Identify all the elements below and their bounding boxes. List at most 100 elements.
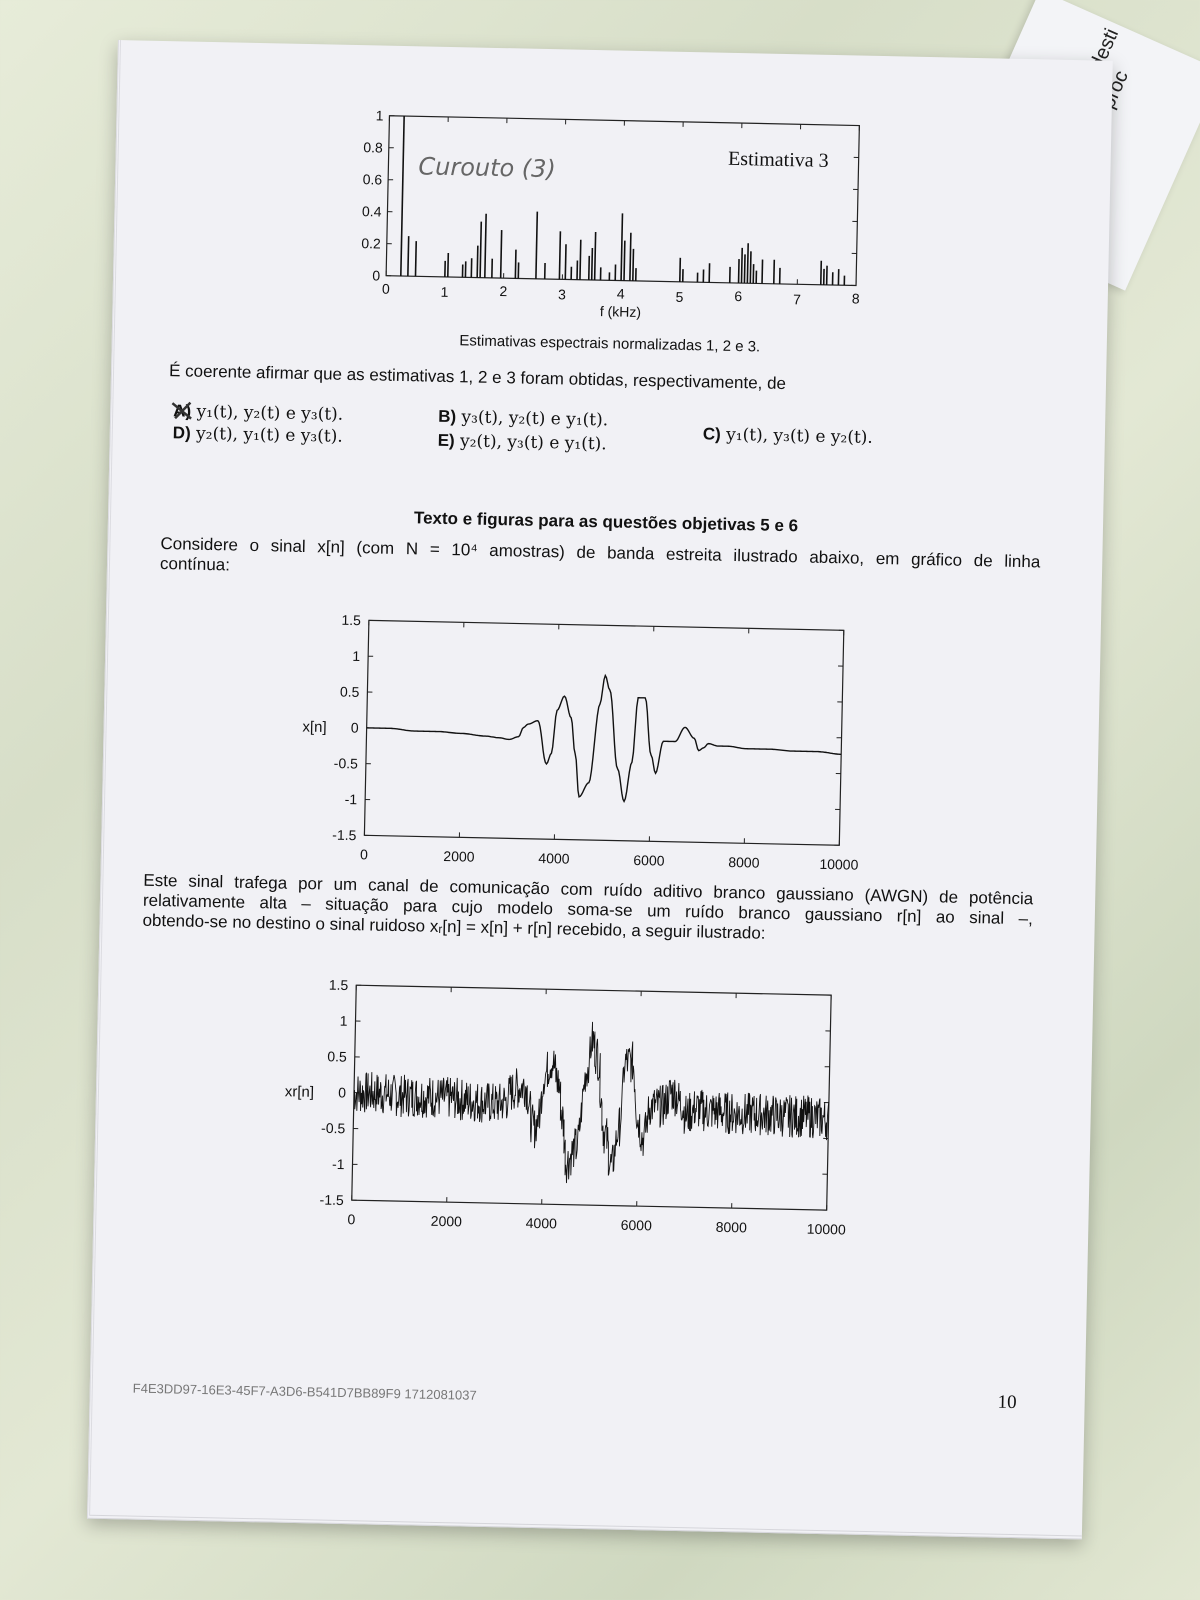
option-e[interactable]: E) y₂(t), y₃(t) e y₁(t). bbox=[437, 431, 606, 455]
exam-page: 0 0.2 0.4 0.6 0.8 1 0 1 2 3 4 5 6 7 8 Estimativa 3 Curou… bbox=[87, 40, 1113, 1540]
paragraph-1-line-2: contínua: bbox=[159, 553, 231, 575]
spectrum-bar bbox=[499, 230, 503, 279]
signal-y-tick-label: 1.5 bbox=[341, 612, 361, 628]
spectrum-bar bbox=[743, 254, 746, 284]
spectrum-bar bbox=[629, 232, 632, 281]
signal-chart: 1.5 1 0.5 0 -0.5 -1 -1.5 0 2000 4000 6000 8000 10000… bbox=[294, 604, 860, 886]
spectrum-bar bbox=[772, 259, 776, 284]
spectrum-x-tick-label: 0 bbox=[382, 281, 390, 297]
option-c[interactable]: C) y₁(t), y₃(t) e y₂(t). bbox=[703, 424, 873, 448]
spectrum-bar bbox=[737, 259, 740, 284]
spectrum-bar bbox=[446, 252, 450, 277]
spectrum-x-tick-label: 4 bbox=[617, 286, 625, 302]
spectral-caption: Estimativas espectrais normalizadas 1, 2… bbox=[459, 332, 761, 356]
noisy-signal-y-tick-label: -1 bbox=[332, 1156, 345, 1172]
noisy-signal-x-tick-label: 8000 bbox=[716, 1219, 748, 1236]
spectrum-bar bbox=[514, 249, 517, 279]
noisy-signal-x-tick-label: 6000 bbox=[621, 1217, 653, 1234]
spectrum-bar bbox=[484, 213, 487, 278]
spectrum-chart-svg: 0 0.2 0.4 0.6 0.8 1 0 1 2 3 4 5 6 7 8 Estimativa 3 Curou… bbox=[361, 107, 860, 320]
spectrum-x-tick-label: 8 bbox=[852, 290, 860, 306]
spectrum-bar bbox=[623, 240, 626, 281]
noisy-signal-series-line bbox=[353, 1021, 830, 1184]
spectrum-bar bbox=[761, 259, 764, 284]
question-stem: É coerente afirmar que as estimativas 1,… bbox=[168, 361, 787, 394]
spectrum-bar bbox=[587, 255, 591, 280]
spectrum-bar bbox=[593, 232, 597, 281]
option-b-letter: B) bbox=[437, 406, 457, 427]
option-e-letter: E) bbox=[437, 430, 455, 451]
option-b[interactable]: B) y₃(t), y₂(t) e y₁(t). bbox=[438, 407, 608, 431]
noisy-signal-chart-svg: 1.510.50-0.5-1-1.50 2000 4000 6000 8000 10000… bbox=[285, 977, 846, 1238]
spectrum-bar bbox=[620, 213, 624, 281]
spectrum-bar bbox=[679, 257, 682, 282]
option-c-text: y₁(t), y₃(t) e y₂(t). bbox=[726, 424, 874, 448]
footer-code: F4E3DD97-16E3-45F7-A3D6-B541D7BB89F9 171… bbox=[132, 1380, 477, 1403]
spectrum-bar bbox=[632, 248, 635, 281]
signal-x-tick-label: 6000 bbox=[633, 852, 665, 869]
option-b-text: y₃(t), y₂(t) e y₁(t). bbox=[461, 407, 609, 431]
spectrum-x-tick-label: 5 bbox=[675, 289, 683, 305]
signal-chart-svg: 1.510.50-0.5-1-1.50 2000 4000 6000 8000 10000… bbox=[302, 612, 858, 873]
check-mark-icon bbox=[171, 401, 192, 420]
spectrum-bar bbox=[564, 244, 567, 280]
noisy-signal-y-tick-label: 0 bbox=[338, 1084, 346, 1100]
spectrum-y-tick-label: 1 bbox=[376, 107, 384, 123]
option-d-letter: D) bbox=[172, 423, 191, 443]
noisy-signal-y-tick-label: 0.5 bbox=[327, 1048, 347, 1064]
spectrum-x-axis-label: f (kHz) bbox=[600, 303, 642, 320]
spectrum-y-tick-label: 0.6 bbox=[363, 171, 383, 187]
noisy-signal-x-tick-label: 0 bbox=[347, 1211, 355, 1227]
noisy-signal-x-tick-label: 4000 bbox=[526, 1215, 558, 1232]
spectrum-bar bbox=[579, 239, 582, 280]
spectrum-x-tick-label: 7 bbox=[793, 291, 801, 307]
spectrum-x-tick-label: 6 bbox=[734, 288, 742, 304]
noisy-signal-y-tick-label: 1.5 bbox=[329, 977, 349, 993]
spectrum-bar bbox=[414, 241, 418, 277]
spectrum-bar bbox=[535, 211, 539, 279]
signal-x-tick-label: 4000 bbox=[538, 850, 570, 867]
spectrum-bar bbox=[476, 245, 479, 278]
signal-x-tick-label: 8000 bbox=[728, 854, 760, 871]
noisy-signal-y-tick-label: -1.5 bbox=[319, 1191, 344, 1208]
spectrum-x-tick-label: 1 bbox=[440, 284, 448, 300]
option-a[interactable]: A) y₁(t), y₂(t) e y₃(t). bbox=[171, 401, 344, 425]
spectrum-y-tick-label: 0 bbox=[372, 267, 380, 283]
spectrum-y-tick-label: 0.2 bbox=[361, 235, 381, 251]
spectrum-chart-title: Estimativa 3 bbox=[728, 148, 829, 172]
spectrum-bar bbox=[558, 231, 562, 280]
option-d[interactable]: D) y₂(t), y₁(t) e y₃(t). bbox=[173, 423, 343, 447]
noisy-signal-chart: 1.5 1 0.5 0 -0.5 -1 -1.5 0 2000 4000 6000 8000 10000… bbox=[271, 969, 847, 1251]
option-d-text: y₂(t), y₁(t) e y₃(t). bbox=[195, 423, 343, 447]
noisy-signal-x-tick-label: 10000 bbox=[807, 1221, 846, 1238]
spectrum-chart: 0 0.2 0.4 0.6 0.8 1 0 1 2 3 4 5 6 7 8 Estimativa 3 Curou… bbox=[345, 105, 869, 326]
paragraph-1-line-1: Considere o sinal x[n] (com N = 10⁴ amos… bbox=[160, 534, 1041, 572]
handwritten-annotation: Curouto (3) bbox=[418, 152, 556, 183]
signal-y-tick-label: -1.5 bbox=[332, 827, 357, 844]
option-a-text: y₁(t), y₂(t) e y₃(t). bbox=[196, 401, 344, 425]
noisy-signal-x-tick-label: 2000 bbox=[431, 1213, 463, 1230]
signal-x-tick-label: 10000 bbox=[819, 856, 858, 873]
signal-x-tick-label: 0 bbox=[360, 846, 368, 862]
spectrum-y-tick-label: 0.8 bbox=[363, 139, 383, 155]
option-c-letter: C) bbox=[702, 424, 722, 444]
signal-y-tick-label: 0.5 bbox=[340, 683, 360, 699]
signal-x-tick-label: 2000 bbox=[443, 848, 475, 865]
spectrum-bar bbox=[819, 260, 823, 285]
spectrum-bar bbox=[479, 221, 483, 278]
spectrum-bar bbox=[746, 243, 749, 284]
option-e-text: y₂(t), y₃(t) e y₁(t). bbox=[459, 431, 607, 455]
signal-y-tick-label: -1 bbox=[345, 791, 358, 807]
spectrum-plot-frame bbox=[385, 115, 860, 287]
spectrum-y-tick-label: 0.4 bbox=[362, 203, 382, 219]
signal-plot-frame bbox=[363, 619, 845, 846]
spectrum-bar bbox=[749, 251, 752, 284]
spectrum-bar bbox=[400, 115, 405, 276]
signal-y-tick-label: 0 bbox=[351, 720, 359, 736]
noisy-signal-y-tick-label: -0.5 bbox=[321, 1120, 346, 1137]
spectrum-bar bbox=[740, 247, 744, 284]
spectrum-bar bbox=[407, 236, 410, 277]
signal-y-axis-label: x[n] bbox=[302, 719, 327, 737]
page-number: 10 bbox=[997, 1391, 1017, 1414]
noisy-signal-y-tick-label: 1 bbox=[340, 1013, 348, 1029]
